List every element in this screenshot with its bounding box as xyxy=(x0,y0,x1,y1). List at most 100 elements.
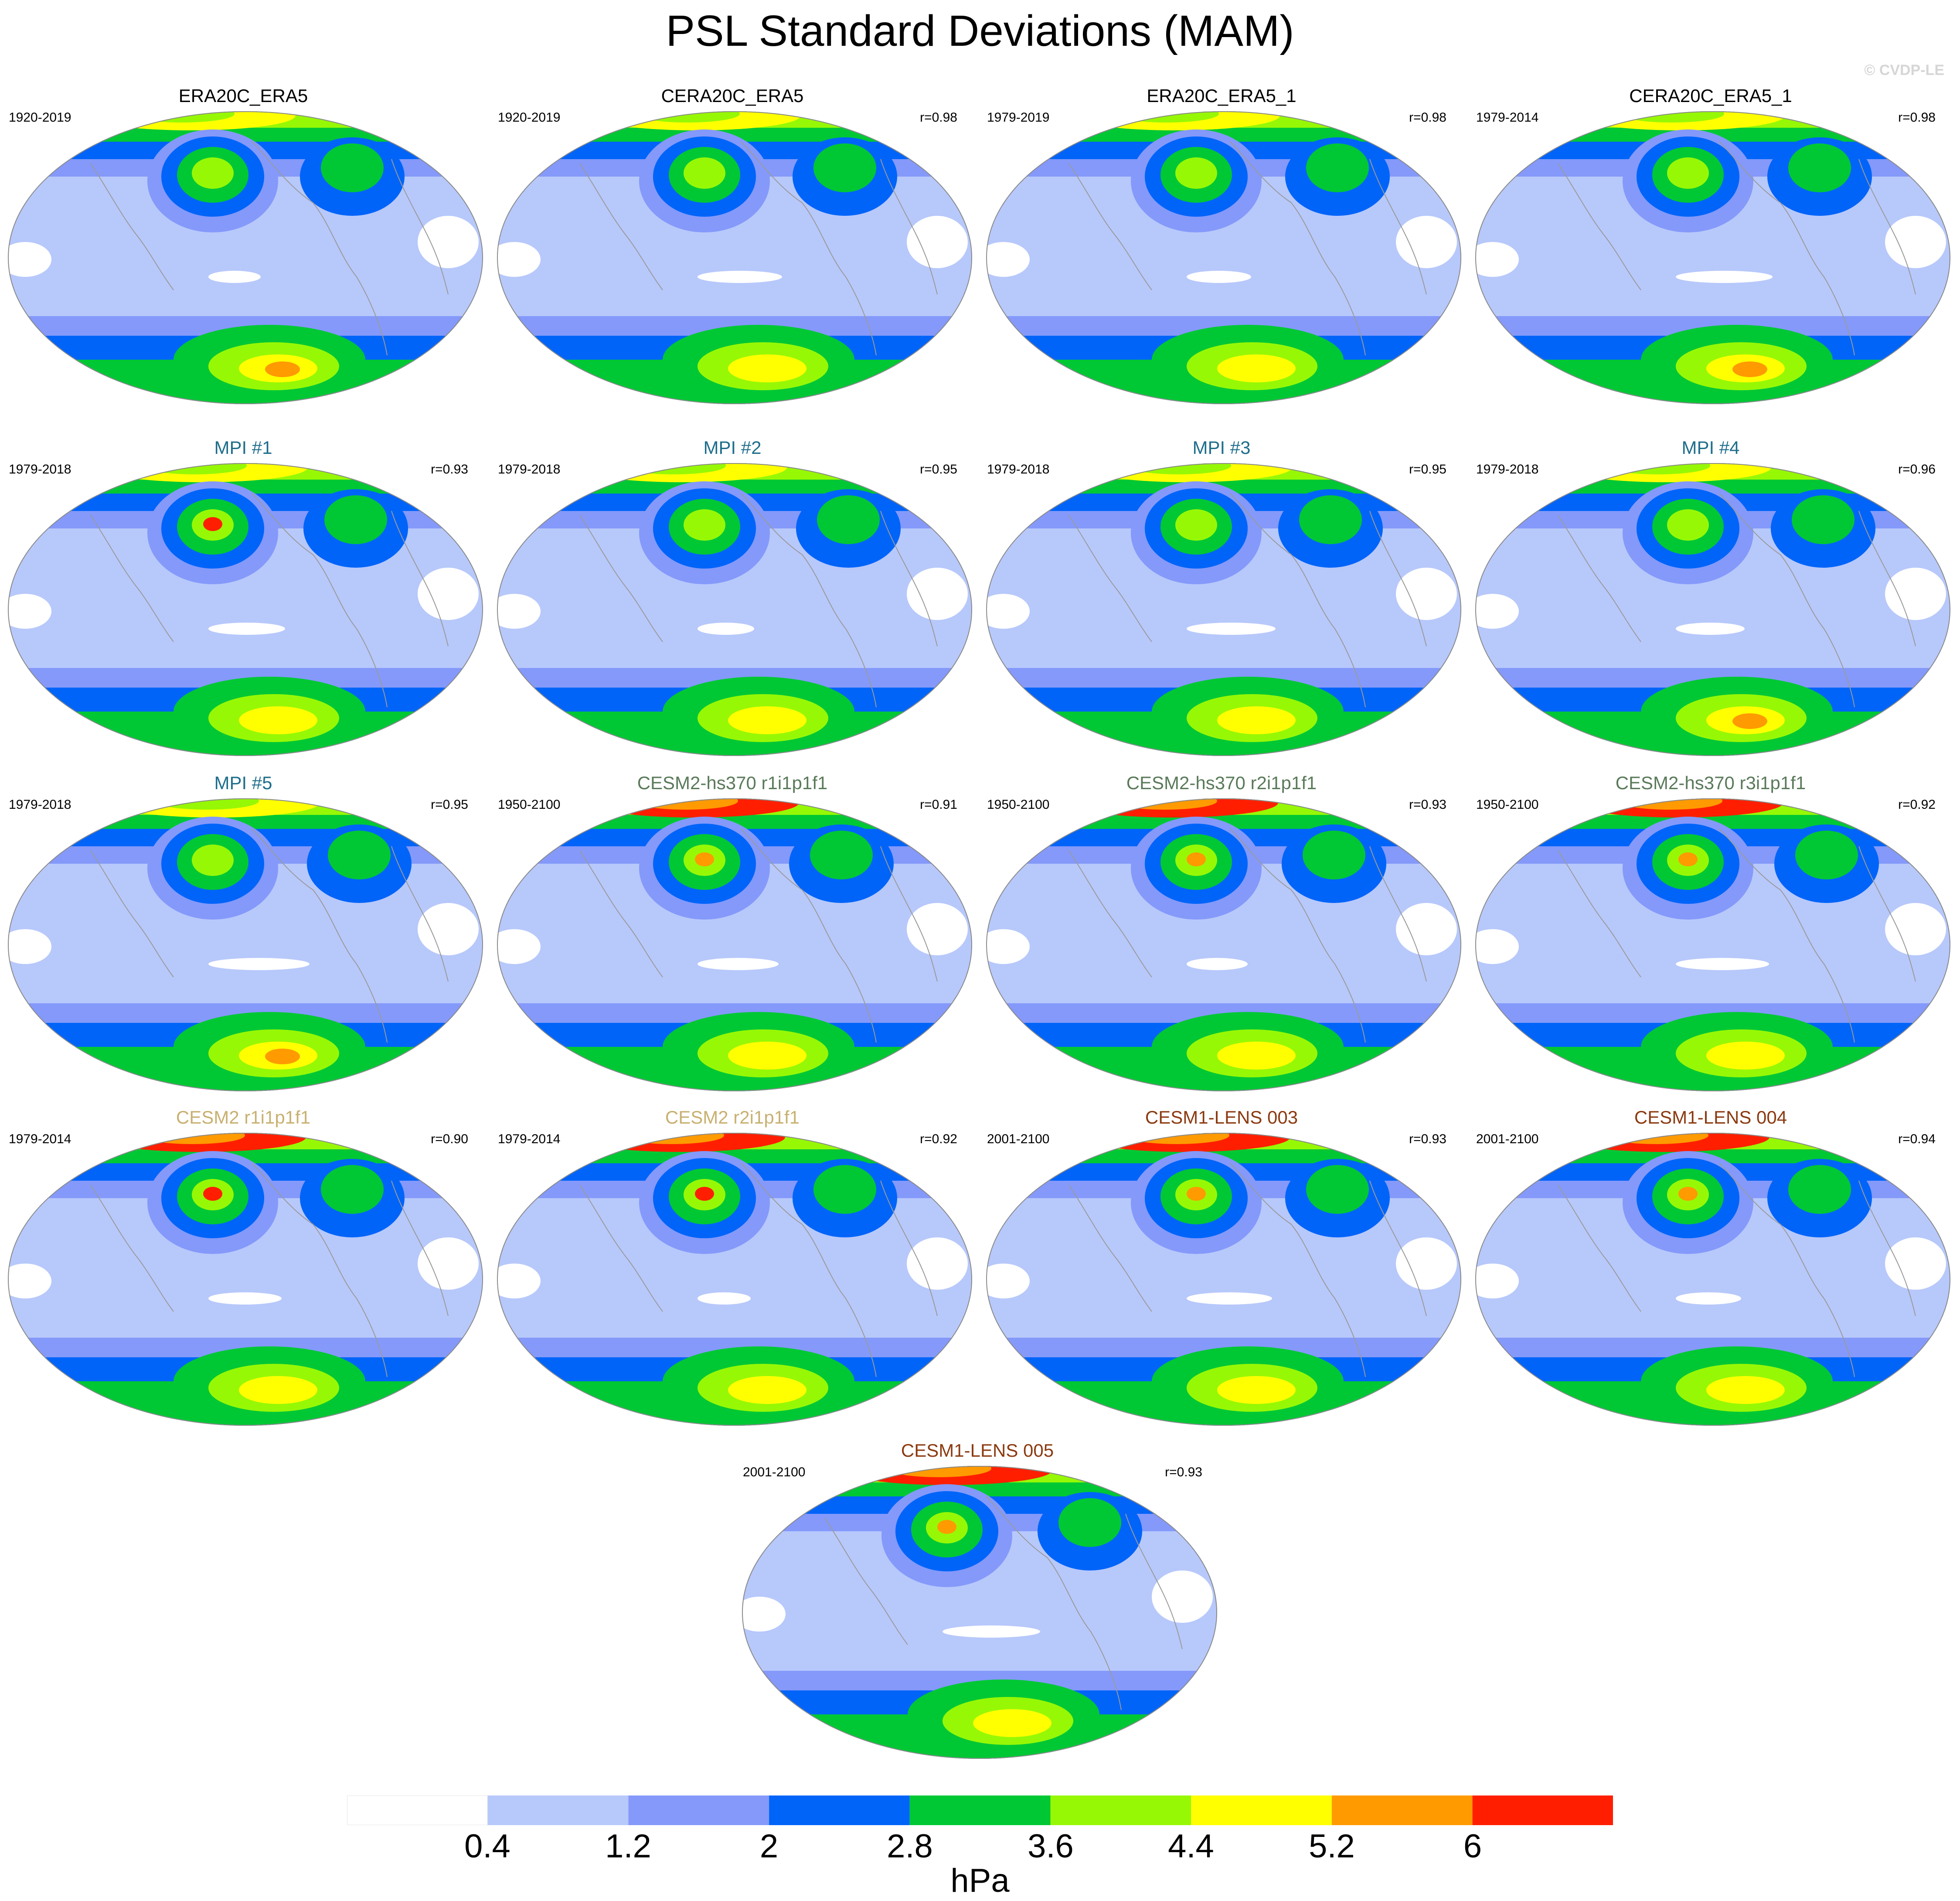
panel-title: CESM2-hs370 r3i1p1f1 xyxy=(1615,773,1806,793)
map-border xyxy=(1475,1133,1950,1426)
map-panel: CESM1-LENS 003 2001-2100 r=0.93 xyxy=(982,1107,1461,1426)
map-projection xyxy=(1475,1133,1950,1426)
continent-outline xyxy=(741,1163,877,1377)
contour-band xyxy=(1187,271,1251,283)
contour-band xyxy=(1009,1720,1024,1727)
map-projection xyxy=(8,463,483,756)
contour-band xyxy=(418,1237,479,1290)
contour-band xyxy=(695,852,714,866)
contour-band xyxy=(208,271,261,283)
panel-correlation: r=0.95 xyxy=(431,797,468,812)
panel-title: MPI #2 xyxy=(703,437,762,458)
continent-outline xyxy=(579,515,663,642)
contour-band xyxy=(907,216,968,268)
contour-band xyxy=(208,169,218,176)
contour-band xyxy=(1475,929,1519,964)
contour-band xyxy=(203,852,222,866)
continent-outline xyxy=(579,1185,663,1312)
map-panel: CESM2-hs370 r2i1p1f1 1950-2100 r=0.93 xyxy=(982,772,1461,1091)
continent-outline xyxy=(1858,159,1916,295)
panel-correlation: r=0.92 xyxy=(920,1132,957,1146)
contour-band xyxy=(1299,495,1362,544)
continent-outline xyxy=(1558,1185,1641,1312)
continent-outline xyxy=(880,511,938,647)
panel-correlation: r=0.93 xyxy=(1165,1465,1202,1479)
continent-outline xyxy=(1068,1185,1152,1312)
contour-band xyxy=(324,495,387,544)
panel-years: 1950-2100 xyxy=(498,797,561,812)
continent-outline xyxy=(1558,850,1641,978)
contour-band xyxy=(986,594,1030,629)
contour-band xyxy=(1306,143,1369,192)
colorbar-tick-label: 2 xyxy=(759,1828,779,1865)
panel-years: 1979-2018 xyxy=(9,797,71,812)
contour-band xyxy=(764,1053,779,1060)
contour-band xyxy=(321,143,384,192)
panel-years: 2001-2100 xyxy=(743,1465,806,1479)
continent-outline xyxy=(986,1496,1122,1710)
contour-band xyxy=(1788,1165,1851,1214)
continent-outline xyxy=(579,850,663,978)
map-panel: CESM1-LENS 005 2001-2100 r=0.93 xyxy=(738,1440,1217,1759)
contour-band xyxy=(986,242,1030,277)
contour-band xyxy=(986,1264,1030,1298)
map-projection xyxy=(986,1133,1461,1426)
panel-correlation: r=0.90 xyxy=(431,1132,468,1146)
continent-outline xyxy=(391,1180,449,1316)
panel-years: 1979-2018 xyxy=(987,462,1050,477)
colorbar-tick-label: 4.4 xyxy=(1168,1828,1214,1865)
contour-band xyxy=(497,929,541,964)
continent-outline xyxy=(391,511,449,647)
panel-title: CESM1-LENS 005 xyxy=(901,1440,1054,1461)
panel-correlation: r=0.95 xyxy=(920,462,957,477)
continent-outline xyxy=(1858,1180,1916,1316)
continent-outline xyxy=(90,163,174,290)
continent-outline xyxy=(1369,1180,1427,1316)
continent-outline xyxy=(252,828,388,1043)
map-projection xyxy=(8,1133,483,1426)
contour-band xyxy=(1683,169,1693,176)
panel-years: 2001-2100 xyxy=(987,1132,1050,1146)
contour-band xyxy=(1058,1498,1121,1547)
contour-band xyxy=(1795,831,1858,879)
map-projection xyxy=(742,1466,1217,1759)
continent-outline xyxy=(391,159,449,295)
panel-correlation: r=0.91 xyxy=(920,797,957,812)
continent-outline xyxy=(741,828,877,1043)
contour-band xyxy=(698,271,782,283)
map-border xyxy=(8,798,483,1091)
contour-band xyxy=(418,568,479,620)
contour-band xyxy=(1676,271,1773,283)
map-panel: CESM2-hs370 r1i1p1f1 1950-2100 r=0.91 xyxy=(493,772,972,1091)
panel-correlation: r=0.96 xyxy=(1898,462,1936,477)
panel-years: 1950-2100 xyxy=(1476,797,1539,812)
map-border xyxy=(986,111,1461,404)
contour-band xyxy=(208,958,310,970)
map-panel: MPI #4 1979-2018 r=0.96 xyxy=(1471,437,1950,756)
panel-correlation: r=0.95 xyxy=(1409,462,1446,477)
map-panel: MPI #2 1979-2018 r=0.95 xyxy=(493,437,972,756)
contour-band xyxy=(1187,623,1276,635)
map-panel: CESM2 r1i1p1f1 1979-2014 r=0.90 xyxy=(3,1107,483,1426)
contour-band xyxy=(1885,568,1946,620)
continent-outline xyxy=(1125,1513,1183,1649)
contour-band xyxy=(1253,366,1269,373)
contour-band xyxy=(497,594,541,629)
contour-band xyxy=(203,517,222,531)
contour-band xyxy=(1306,1165,1369,1214)
map-panel: ERA20C_ERA5 1920-2019 xyxy=(3,85,483,404)
map-border xyxy=(497,111,972,404)
continent-outline xyxy=(1230,1163,1366,1377)
map-projection xyxy=(497,111,972,404)
contour-band xyxy=(1676,1292,1741,1305)
contour-band xyxy=(8,242,51,277)
map-border xyxy=(497,798,972,1091)
contour-band xyxy=(1253,1053,1269,1060)
contour-band xyxy=(698,958,779,970)
panel-title: MPI #3 xyxy=(1192,437,1251,458)
panel-years: 1920-2019 xyxy=(498,110,561,125)
contour-band xyxy=(1885,1237,1946,1290)
contour-band xyxy=(265,361,300,377)
continent-outline xyxy=(1858,511,1916,647)
panel-title: ERA20C_ERA5 xyxy=(178,85,308,106)
